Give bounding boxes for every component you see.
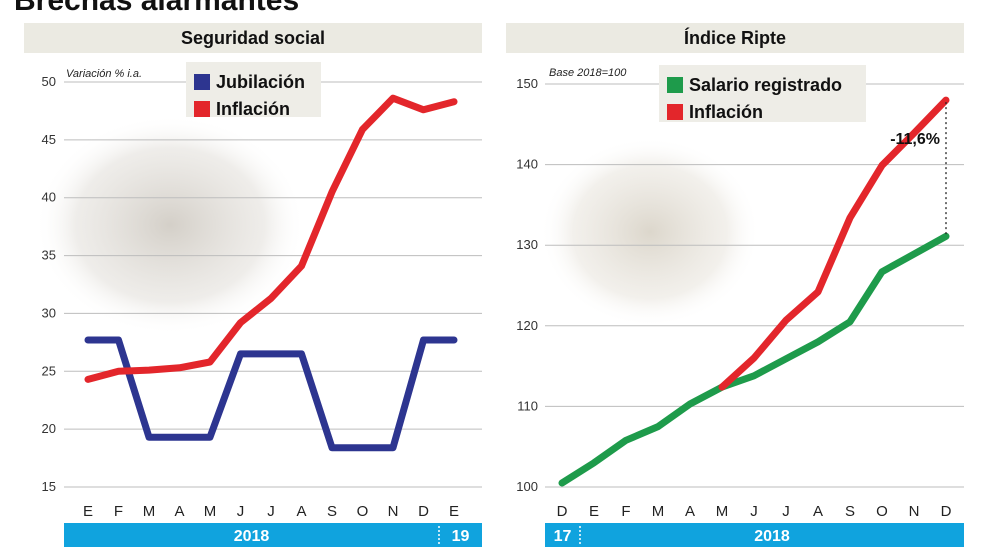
- panel-title-right: Índice Ripte: [506, 23, 964, 53]
- y-tick-label: 50: [42, 74, 56, 89]
- x-tick-label: D: [941, 503, 952, 520]
- legend-swatch: [667, 77, 683, 93]
- y-tick-label: 120: [516, 318, 538, 333]
- axis-note: Base 2018=100: [549, 67, 627, 79]
- y-tick-label: 35: [42, 248, 56, 263]
- y-tick-label: 40: [42, 190, 56, 205]
- legend-label: Inflación: [216, 99, 290, 119]
- x-tick-label: N: [388, 503, 399, 520]
- photo-banknotes: [540, 137, 760, 327]
- x-tick-label: M: [204, 503, 217, 520]
- x-tick-label: S: [845, 503, 855, 520]
- y-tick-label: 110: [517, 398, 538, 413]
- x-tick-label: J: [237, 503, 245, 520]
- x-tick-label: A: [813, 503, 823, 520]
- y-tick-label: 140: [516, 157, 538, 172]
- y-tick-label: 45: [42, 132, 56, 147]
- gap-annotation: -11,6%: [890, 131, 940, 148]
- y-tick-label: 130: [516, 237, 538, 252]
- x-tick-label: J: [750, 503, 758, 520]
- x-tick-label: E: [589, 503, 599, 520]
- x-tick-label: M: [143, 503, 156, 520]
- y-tick-label: 30: [42, 305, 56, 320]
- x-tick-label: S: [327, 503, 337, 520]
- series-line-inflación: [84, 94, 458, 383]
- x-tick-label: J: [267, 503, 275, 520]
- axis-note: Variación % i.a.: [66, 68, 142, 80]
- y-tick-label: 100: [516, 479, 538, 494]
- year-label: 17: [554, 528, 572, 545]
- y-tick-label: 20: [42, 421, 56, 436]
- legend-swatch: [194, 101, 210, 117]
- x-tick-label: A: [685, 503, 695, 520]
- legend-label: Inflación: [689, 102, 763, 122]
- x-tick-label: D: [418, 503, 429, 520]
- x-tick-label: A: [174, 503, 184, 520]
- x-tick-label: M: [716, 503, 729, 520]
- y-tick-label: 15: [42, 479, 56, 494]
- x-tick-label: M: [652, 503, 665, 520]
- x-tick-label: E: [83, 503, 93, 520]
- year-label: 2018: [234, 528, 270, 545]
- x-tick-label: D: [557, 503, 568, 520]
- legend-label: Salario registrado: [689, 75, 842, 95]
- x-tick-label: A: [296, 503, 306, 520]
- year-band: [64, 523, 482, 547]
- x-tick-label: F: [621, 503, 630, 520]
- legend-swatch: [194, 74, 210, 90]
- photo-elderly-man: [35, 115, 305, 335]
- series-line-inflación: [718, 96, 950, 391]
- x-tick-label: N: [909, 503, 920, 520]
- panel-title-left: Seguridad social: [24, 23, 482, 53]
- legend-swatch: [667, 104, 683, 120]
- x-tick-label: J: [782, 503, 790, 520]
- y-tick-label: 25: [42, 363, 56, 378]
- y-tick-label: 150: [516, 76, 538, 91]
- year-band: [545, 523, 964, 547]
- x-tick-label: E: [449, 503, 459, 520]
- legend-label: Jubilación: [216, 72, 305, 92]
- x-tick-label: O: [876, 503, 888, 520]
- year-label: 2018: [754, 528, 790, 545]
- series-line-jubilación: [84, 336, 458, 452]
- x-tick-label: F: [114, 503, 123, 520]
- x-tick-label: O: [357, 503, 369, 520]
- headline: Brechas alarmantes: [14, 0, 300, 17]
- series-line-salario-registrado: [558, 232, 950, 487]
- legend-box: [659, 65, 866, 122]
- year-label: 19: [452, 528, 470, 545]
